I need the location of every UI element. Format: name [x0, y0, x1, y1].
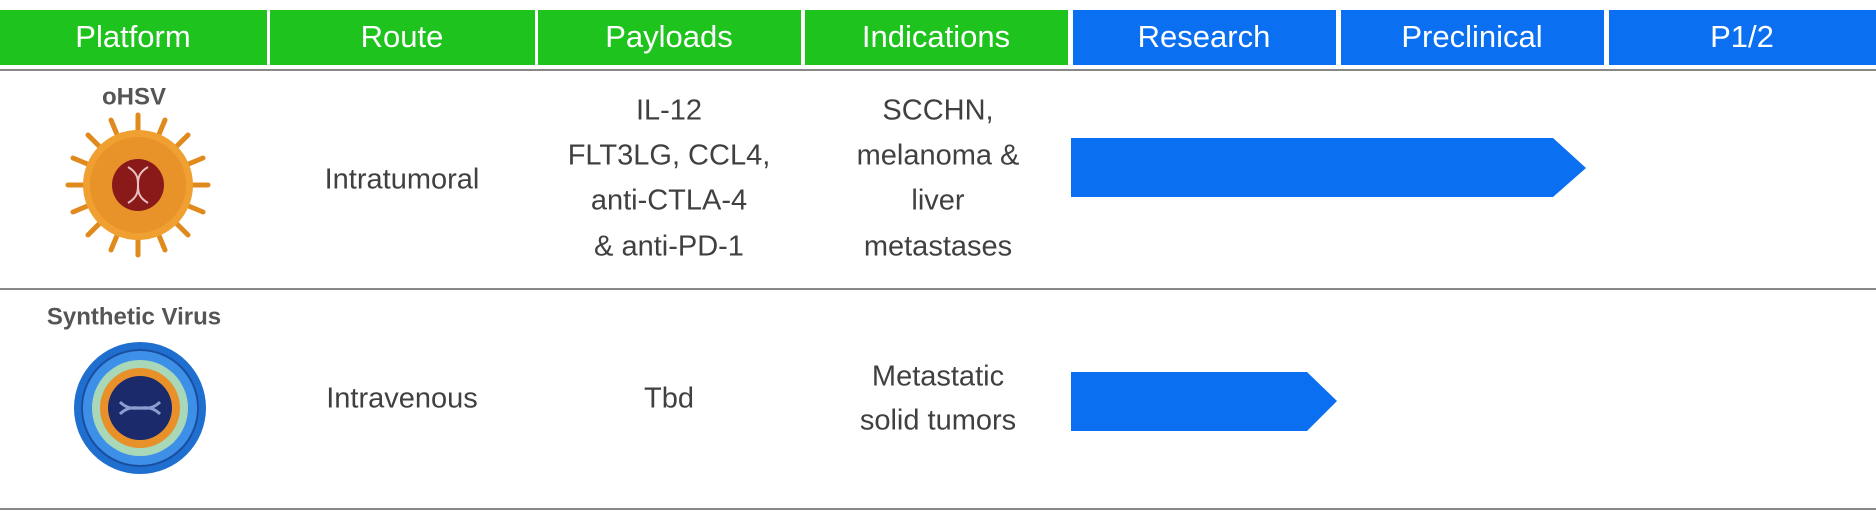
- payload-line: Tbd: [644, 383, 694, 415]
- payload-line: anti-CTLA-4: [591, 185, 747, 217]
- route: Intravenous: [326, 383, 478, 415]
- synthetic-virus-icon: [74, 342, 206, 474]
- indication-line: SCCHN,: [882, 95, 993, 127]
- payload-line: FLT3LG, CCL4,: [568, 140, 771, 172]
- progress-arrow: [1071, 372, 1337, 431]
- header-cell: [1609, 10, 1876, 65]
- header-cell: [1073, 10, 1336, 65]
- header-cell: [0, 10, 267, 65]
- header-label: P1/2: [1710, 19, 1774, 54]
- platform: Synthetic Virus: [47, 303, 221, 330]
- row: oHSV Intratumoral IL-12 FLT3LG, CCL4, an…: [65, 83, 1586, 263]
- header-label: Route: [361, 19, 444, 54]
- header-label: Platform: [75, 19, 190, 54]
- payload-line: & anti-PD-1: [594, 231, 744, 263]
- progress-arrow: [1071, 138, 1586, 197]
- indication-line: liver: [911, 185, 965, 217]
- header-cell: [805, 10, 1068, 65]
- indication-line: Metastatic: [872, 361, 1004, 393]
- platform: oHSV: [102, 83, 166, 110]
- row: Synthetic Virus Intravenous Tbd Metastat…: [47, 303, 1337, 474]
- header-cell: [270, 10, 535, 65]
- ohsv-icon: [65, 112, 211, 258]
- header-label: Preclinical: [1401, 19, 1542, 54]
- header-cell: [1341, 10, 1604, 65]
- indication-line: melanoma &: [857, 140, 1020, 172]
- header-label: Research: [1138, 19, 1271, 54]
- header-cell: [538, 10, 801, 65]
- header-label: Indications: [862, 19, 1010, 54]
- header-label: Payloads: [605, 19, 733, 54]
- header: Platform Route Payloads Indications Rese…: [0, 10, 1876, 65]
- indication-line: metastases: [864, 231, 1012, 263]
- indication-line: solid tumors: [860, 405, 1016, 437]
- payload-line: IL-12: [636, 95, 702, 127]
- route: Intratumoral: [325, 164, 480, 196]
